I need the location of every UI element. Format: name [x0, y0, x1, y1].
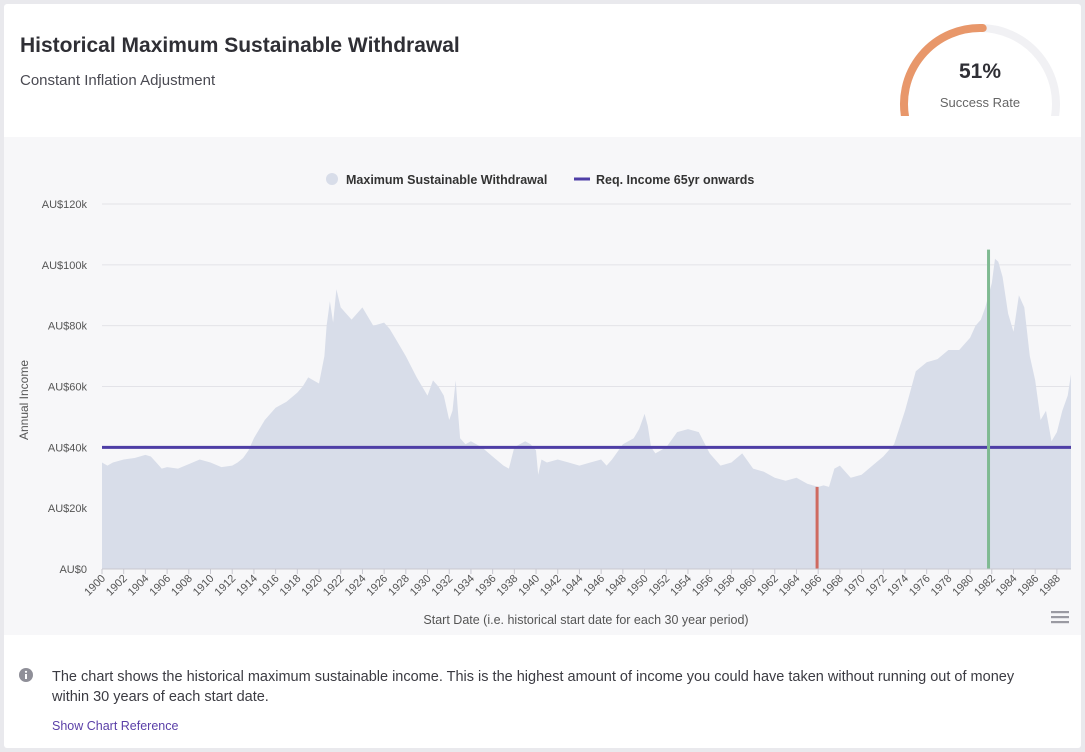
page-title: Historical Maximum Sustainable Withdrawa… [20, 34, 460, 57]
chart-card: Historical Maximum Sustainable Withdrawa… [4, 4, 1081, 748]
x-tick-label: 1982 [972, 573, 998, 599]
chart-description: The chart shows the historical maximum s… [52, 669, 1015, 705]
y-tick-label: AU$100k [42, 260, 88, 272]
success-rate-label: Success Rate [939, 95, 1021, 110]
y-tick-label: AU$0 [59, 564, 87, 576]
x-tick-label: 1902 [104, 573, 130, 599]
x-tick-label: 1926 [364, 573, 390, 599]
legend: Maximum Sustainable Withdrawal Req. Inco… [326, 173, 754, 187]
x-tick-label: 1966 [798, 573, 824, 599]
x-tick-label: 1908 [169, 573, 195, 599]
x-tick-label: 1976 [907, 573, 933, 599]
x-tick-label: 1954 [668, 573, 694, 599]
info-icon [19, 668, 33, 682]
x-tick-label: 1950 [625, 573, 651, 599]
x-tick-label: 1928 [386, 573, 412, 599]
marker-layer [815, 249, 991, 569]
x-tick-label: 1932 [430, 573, 456, 599]
x-tick-label: 1938 [495, 573, 521, 599]
legend-item-required-income[interactable]: Req. Income 65yr onwards [574, 173, 754, 187]
x-tick-label: 1924 [343, 573, 369, 599]
x-tick-label: 1948 [603, 573, 629, 599]
x-tick-label: 1956 [690, 573, 716, 599]
y-axis-title: Annual Income [17, 360, 31, 440]
x-tick-label: 1906 [147, 573, 173, 599]
chart-panel: AU$0 AU$20k AU$40k AU$60k AU$80k AU$100k AU$12… [4, 137, 1081, 635]
x-tick-label: 1964 [777, 573, 803, 599]
x-tick-label: 1986 [1016, 573, 1042, 599]
legend-label-required-income: Req. Income 65yr onwards [596, 173, 754, 187]
gauge-fill [900, 24, 987, 125]
x-axis-title: Start Date (i.e. historical start date f… [423, 613, 748, 627]
x-tick-label: 1944 [560, 573, 586, 599]
x-tick-label: 1912 [213, 573, 239, 599]
y-tick-label: AU$80k [48, 321, 88, 333]
x-tick-label: 1914 [234, 573, 260, 599]
x-tick-label: 1900 [82, 573, 108, 599]
x-tick-label: 1962 [755, 573, 781, 599]
x-tick-labels: 1900190219041906190819101912191419161918… [82, 569, 1063, 598]
y-tick-label: AU$20k [48, 503, 88, 515]
legend-item-withdrawal[interactable]: Maximum Sustainable Withdrawal [326, 173, 547, 187]
x-tick-label: 1910 [191, 573, 217, 599]
x-tick-label: 1904 [126, 573, 152, 599]
x-tick-label: 1934 [451, 573, 477, 599]
y-tick-label: AU$40k [48, 442, 88, 454]
x-tick-label: 1916 [256, 573, 282, 599]
show-chart-reference-link[interactable]: Show Chart Reference [52, 719, 179, 733]
x-tick-label: 1936 [473, 573, 499, 599]
x-tick-label: 1974 [885, 573, 911, 599]
success-rate-gauge: 51% Success Rate [894, 16, 1066, 125]
x-tick-label: 1980 [950, 573, 976, 599]
legend-dot-icon [326, 173, 338, 185]
x-tick-label: 1960 [733, 573, 759, 599]
x-tick-label: 1970 [842, 573, 868, 599]
gauge-arc [900, 24, 1060, 125]
x-tick-label: 1972 [864, 573, 890, 599]
x-tick-label: 1920 [299, 573, 325, 599]
withdrawal-chart: AU$0 AU$20k AU$40k AU$60k AU$80k AU$100k AU$12… [17, 173, 1071, 627]
x-tick-label: 1984 [994, 573, 1020, 599]
y-tick-label: AU$120k [42, 199, 88, 211]
legend-label-withdrawal: Maximum Sustainable Withdrawal [346, 173, 547, 187]
x-tick-label: 1942 [538, 573, 564, 599]
success-rate-value: 51% [958, 60, 1002, 83]
x-tick-label: 1952 [647, 573, 673, 599]
x-tick-label: 1922 [321, 573, 347, 599]
x-tick-label: 1968 [820, 573, 846, 599]
page-subtitle: Constant Inflation Adjustment [20, 72, 216, 89]
y-tick-label: AU$60k [48, 382, 88, 394]
x-tick-label: 1918 [278, 573, 304, 599]
hamburger-menu-icon[interactable] [1051, 611, 1069, 624]
y-tick-labels: AU$0 AU$20k AU$40k AU$60k AU$80k AU$100k AU$12… [42, 199, 88, 576]
x-tick-label: 1930 [408, 573, 434, 599]
x-tick-label: 1978 [929, 573, 955, 599]
x-tick-label: 1988 [1037, 573, 1063, 599]
x-tick-label: 1958 [712, 573, 738, 599]
x-tick-label: 1940 [516, 573, 542, 599]
withdrawal-area[interactable] [102, 258, 1071, 569]
x-tick-label: 1946 [581, 573, 607, 599]
